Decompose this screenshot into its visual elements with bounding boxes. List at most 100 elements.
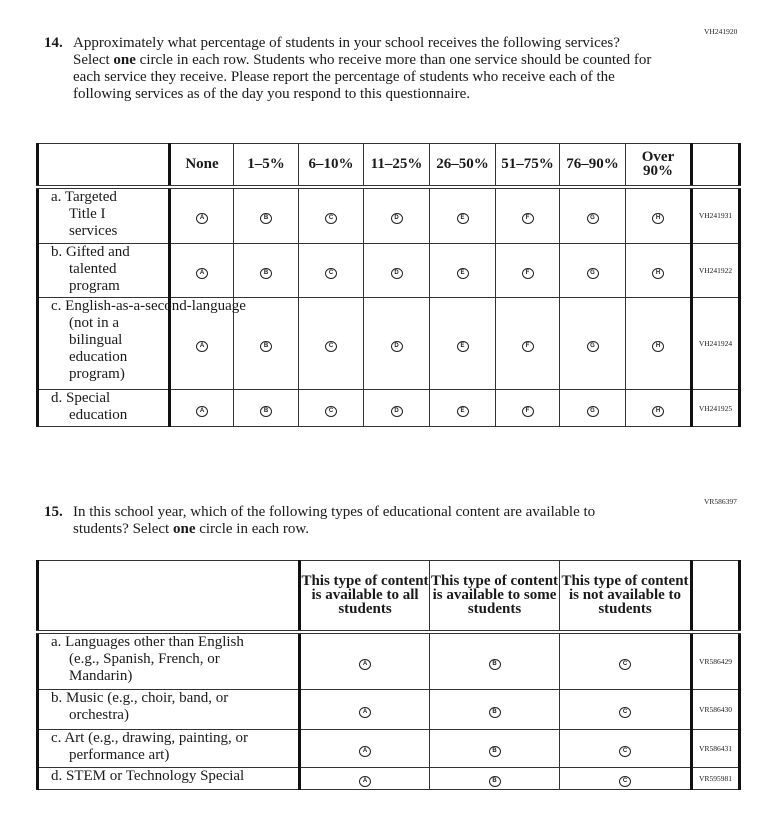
answer-cell: F (495, 389, 560, 427)
row-label-line: Title I (69, 205, 106, 222)
answer-bubble-e[interactable]: E (456, 213, 469, 225)
answer-bubble-h[interactable]: H (652, 268, 664, 279)
answer-bubble-c[interactable]: C (619, 707, 631, 718)
answer-bubble-g[interactable]: G (586, 341, 599, 352)
answer-cell: C (559, 631, 693, 690)
answer-bubble-f[interactable]: F (521, 341, 534, 352)
answer-bubble-e[interactable]: E (456, 341, 469, 352)
answer-bubble-a[interactable]: A (359, 746, 371, 757)
answer-bubble-c[interactable]: C (325, 213, 337, 225)
column-header: 26–50% (429, 143, 496, 189)
answer-cell: F (495, 297, 560, 390)
answer-cell: G (559, 297, 626, 390)
answer-cell: H (625, 297, 693, 390)
answer-bubble-b[interactable]: B (488, 707, 501, 718)
row-label-line: talented (69, 261, 117, 277)
answer-bubble-e[interactable]: E (456, 268, 469, 279)
answer-bubble-g[interactable]: G (586, 213, 599, 225)
answer-cell: D (363, 186, 430, 244)
answer-bubble-a[interactable]: A (359, 707, 371, 718)
answer-cell: B (429, 767, 560, 790)
column-header: This type of content is available to som… (429, 560, 560, 634)
answer-bubble-b[interactable]: B (488, 776, 501, 787)
answer-bubble-a[interactable]: A (196, 341, 208, 352)
row-label-line: (not in a (69, 315, 119, 331)
answer-bubble-f[interactable]: F (521, 405, 534, 417)
answer-bubble-b[interactable]: B (488, 746, 501, 757)
answer-bubble-b[interactable]: B (260, 268, 272, 279)
answer-bubble-a[interactable]: A (196, 268, 208, 279)
answer-bubble-h[interactable]: H (652, 213, 664, 225)
answer-cell: C (559, 689, 693, 730)
question-text-bold: one (113, 52, 136, 68)
answer-bubble-a[interactable]: A (196, 213, 208, 225)
answer-bubble-a[interactable]: A (359, 776, 371, 787)
table-row: c. Art (e.g., drawing, painting, or perfo… (36, 729, 741, 768)
answer-bubble-d[interactable]: D (390, 341, 403, 352)
answer-bubble-c[interactable]: C (325, 405, 337, 417)
answer-bubble-g[interactable]: G (586, 268, 599, 279)
answer-bubble-d[interactable]: D (390, 268, 403, 279)
row-label-line: performance art) (69, 747, 170, 763)
answer-cell: C (298, 243, 364, 298)
answer-bubble-d[interactable]: D (390, 405, 403, 417)
row-label: a. Languages other than English (e.g., Sp… (36, 631, 301, 690)
answer-bubble-c[interactable]: C (325, 268, 337, 279)
answer-bubble-a[interactable]: A (359, 658, 371, 670)
header-row: None 1–5% 6–10% 11–25% 26–50% 51–75% 76–90% Ove… (36, 143, 741, 189)
answer-bubble-f[interactable]: F (521, 213, 534, 225)
answer-cell: G (559, 243, 626, 298)
answer-cell: D (363, 389, 430, 427)
question-number: 15. (44, 504, 63, 520)
answer-bubble-a[interactable]: A (196, 405, 208, 417)
answer-cell: C (559, 729, 693, 768)
row-label-line: d. STEM or Technology Special (51, 768, 245, 784)
answer-bubble-c[interactable]: C (619, 776, 631, 787)
answer-cell: A (169, 297, 234, 390)
answer-bubble-c[interactable]: C (619, 746, 631, 757)
answer-cell: C (559, 767, 693, 790)
answer-bubble-c[interactable]: C (619, 658, 631, 670)
answer-bubble-f[interactable]: F (521, 268, 534, 279)
column-header: None (169, 143, 234, 189)
row-label-line: education (69, 407, 128, 423)
answer-cell: B (429, 689, 560, 730)
row-label: b. Gifted and talented program (36, 243, 171, 298)
question-text: In this school year, which of the follow… (73, 504, 654, 538)
row-label-line: services (69, 222, 118, 239)
row-label: b. Music (e.g., choir, band, or orchestra… (36, 689, 301, 730)
question-number: 14. (44, 35, 63, 51)
row-label: d. STEM or Technology Special (36, 767, 301, 790)
answer-cell: B (233, 243, 299, 298)
answer-bubble-h[interactable]: H (652, 341, 664, 352)
row-code: VR586429 (691, 631, 741, 690)
answer-cell: E (429, 186, 496, 244)
answer-cell: E (429, 389, 496, 427)
answer-bubble-b[interactable]: B (260, 405, 272, 417)
row-label-line: b. Music (e.g., choir, band, or (51, 690, 229, 706)
answer-bubble-b[interactable]: B (260, 341, 272, 352)
answer-cell: C (298, 186, 364, 244)
answer-bubble-b[interactable]: B (260, 213, 272, 225)
row-code: VH241925 (691, 389, 741, 427)
answer-bubble-h[interactable]: H (652, 405, 664, 417)
table-row: b. Music (e.g., choir, band, or orchestra… (36, 689, 741, 730)
answer-cell: B (233, 186, 299, 244)
question-text-part: circle in each row. Students who receive… (73, 52, 652, 102)
column-header: This type of content is not available to… (559, 560, 693, 634)
answer-bubble-g[interactable]: G (586, 405, 599, 417)
header-code-blank (691, 560, 741, 634)
answer-cell: A (299, 729, 430, 768)
answer-bubble-b[interactable]: B (488, 658, 501, 670)
answer-cell: H (625, 243, 693, 298)
question-14-table: None 1–5% 6–10% 11–25% 26–50% 51–75% 76–90% Ove… (36, 143, 741, 427)
row-label: d. Special education (36, 389, 171, 427)
row-label-line: orchestra) (69, 707, 129, 723)
answer-cell: A (169, 243, 234, 298)
row-label-line: a. Targeted (51, 188, 117, 205)
answer-bubble-d[interactable]: D (390, 213, 403, 225)
answer-cell: B (429, 729, 560, 768)
answer-bubble-e[interactable]: E (456, 405, 469, 417)
row-label-line: program (69, 278, 120, 294)
answer-bubble-c[interactable]: C (325, 341, 337, 352)
